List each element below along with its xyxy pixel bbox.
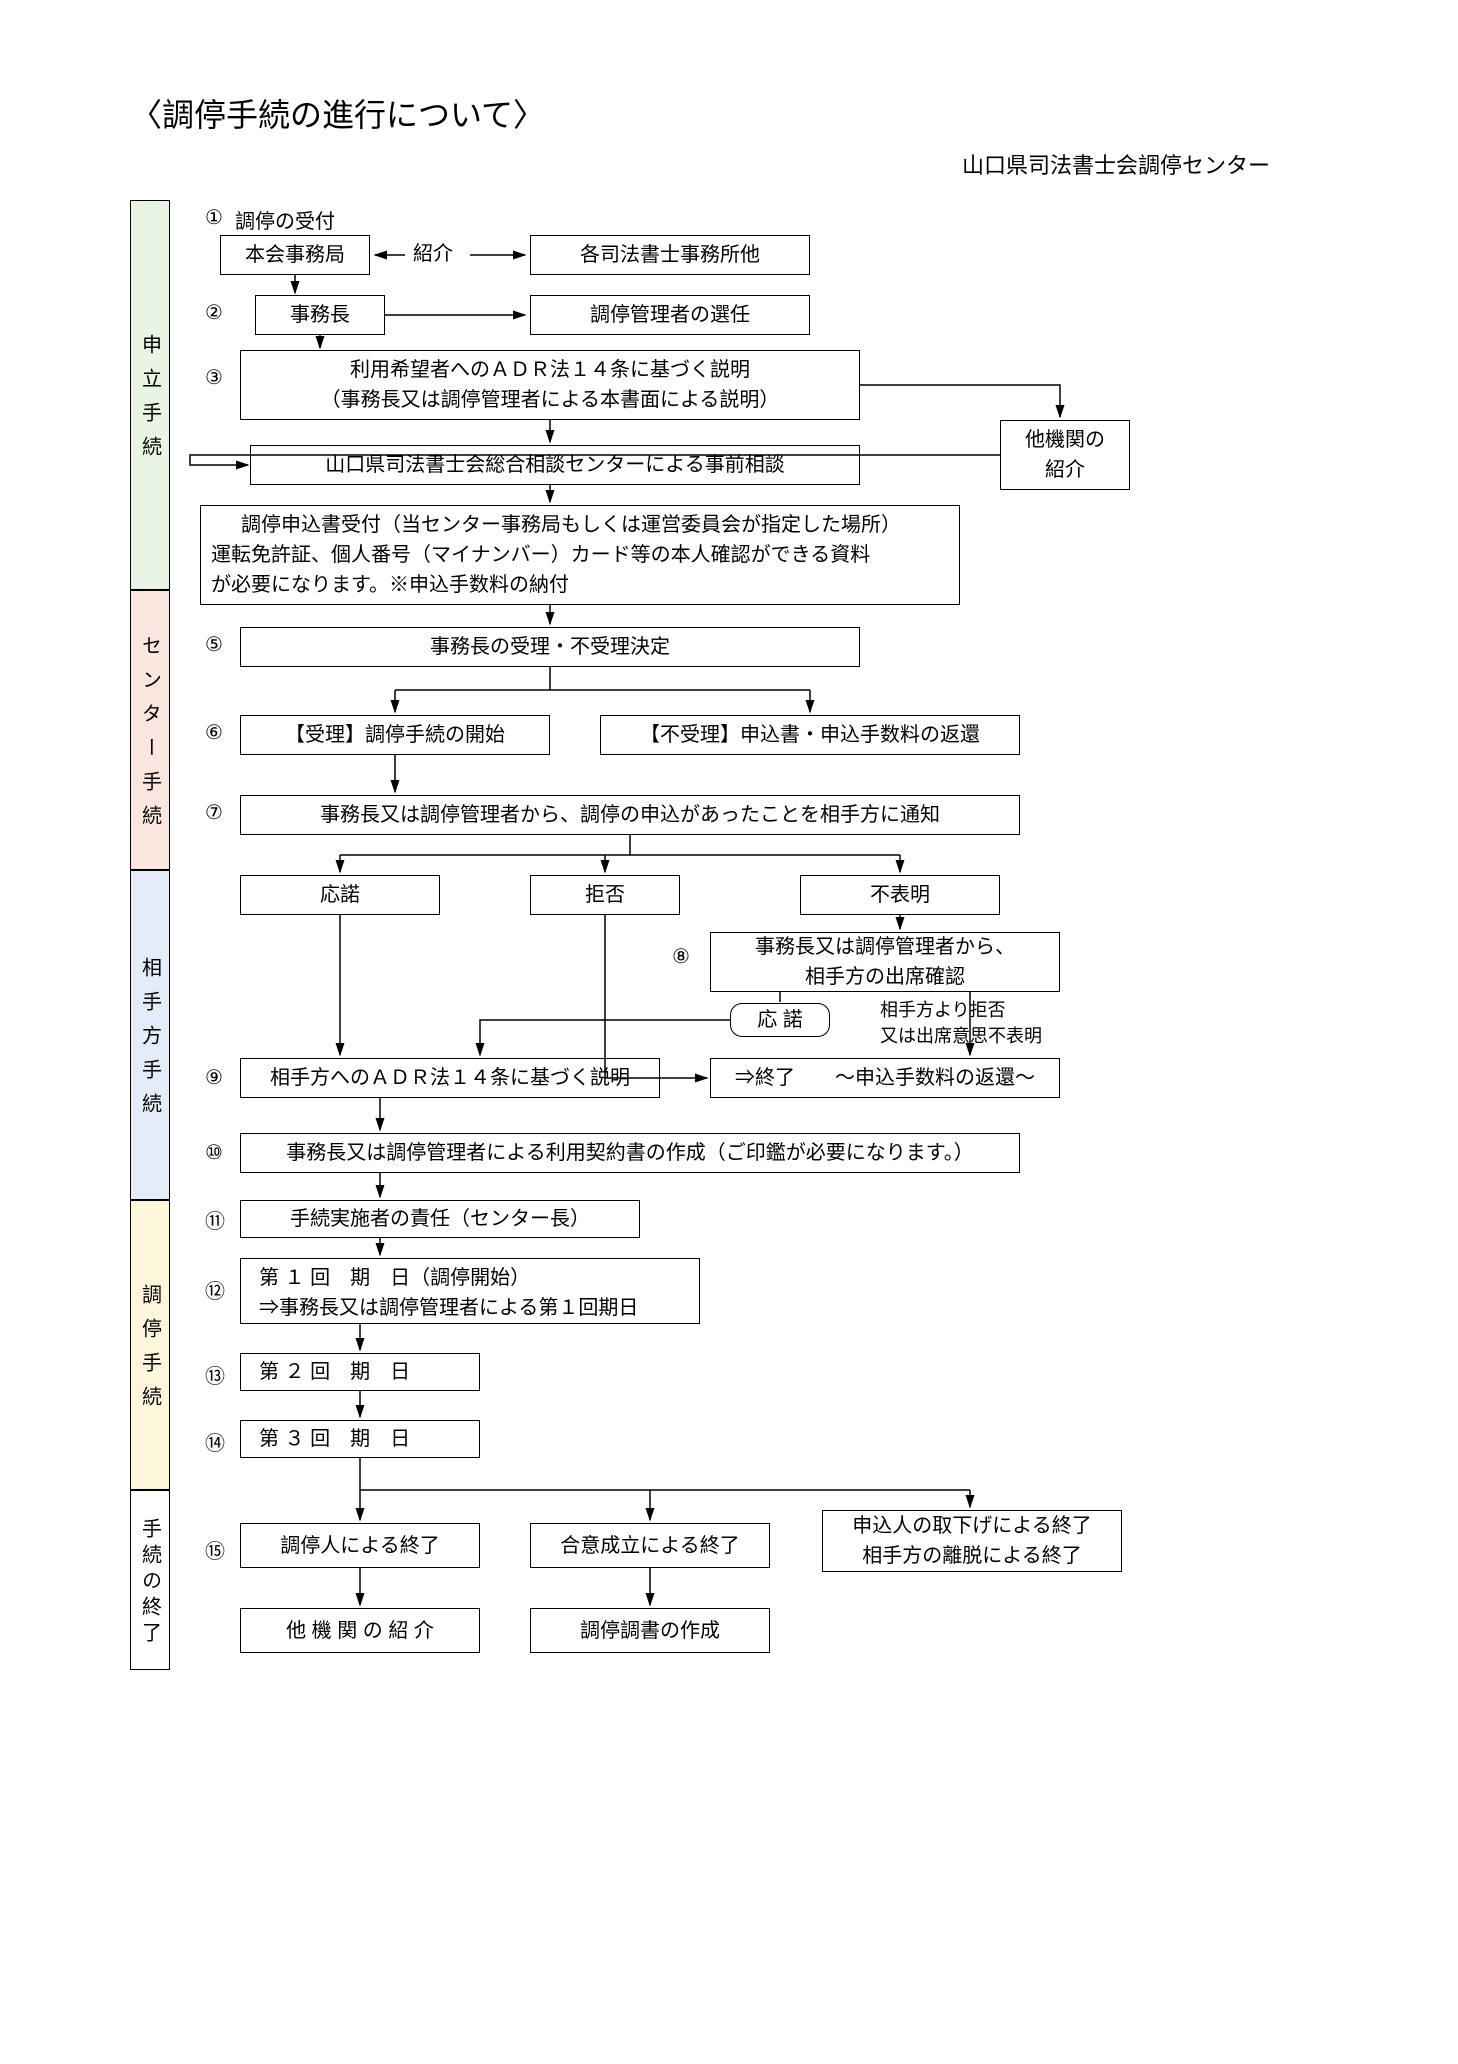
box-fuhyoumei: 不表明 xyxy=(800,875,1000,915)
box-jimucho: 事務長 xyxy=(255,295,385,335)
sidebar-section-5: 手続の終了 xyxy=(130,1490,170,1670)
sidebar-section-2: センター手続 xyxy=(130,590,170,870)
sidebar-section-4: 調停手続 xyxy=(130,1200,170,1490)
box-kyohi: 拒否 xyxy=(530,875,680,915)
box-adr14-aite: 相手方へのＡＤＲ法１４条に基づく説明 xyxy=(240,1058,660,1098)
box-takikan2: 他 機 関 の 紹 介 xyxy=(240,1608,480,1653)
step-number-9: ⑨ xyxy=(205,1065,223,1090)
box-soudancenter: 山口県司法書士会総合相談センターによる事前相談 xyxy=(250,445,860,485)
box-moushikomi: 調停申込書受付（当センター事務局もしくは運営委員会が指定した場所） 運転免許証、… xyxy=(200,505,960,605)
box-kai1-line1: 第 １ 回 期 日（調停開始） xyxy=(259,1263,530,1293)
box-kai3: 第 ３ 回 期 日 xyxy=(240,1420,480,1458)
box-torisage: 申込人の取下げによる終了 相手方の離脱による終了 xyxy=(822,1510,1122,1572)
page-title: 〈調停手続の進行について〉 xyxy=(130,90,1330,136)
step-number-1: ① xyxy=(205,205,223,230)
step-number-15: ⑮ xyxy=(205,1535,225,1564)
box-sekinin: 手続実施者の責任（センター長） xyxy=(240,1200,640,1238)
box-kai2: 第 ２ 回 期 日 xyxy=(240,1353,480,1391)
step-number-5: ⑤ xyxy=(205,632,223,657)
box-response-oudaku: 応 諾 xyxy=(730,1003,830,1037)
box-shusseki-line1: 事務長又は調停管理者から、 xyxy=(755,932,1015,962)
box-jurikettei: 事務長の受理・不受理決定 xyxy=(240,627,860,667)
step-number-11: ⑪ xyxy=(205,1205,225,1234)
step-number-13: ⑬ xyxy=(205,1360,225,1389)
box-kaku: 各司法書士事務所他 xyxy=(530,235,810,275)
box-juri: 【受理】調停手続の開始 xyxy=(240,715,550,755)
step-number-3: ③ xyxy=(205,365,223,390)
box-chousho: 調停調書の作成 xyxy=(530,1608,770,1653)
label-reception: 調停の受付 xyxy=(235,205,335,234)
page-subtitle: 山口県司法書士会調停センター xyxy=(130,148,1330,180)
box-torisage-line1: 申込人の取下げによる終了 xyxy=(852,1511,1091,1541)
box-fujuri: 【不受理】申込書・申込手数料の返還 xyxy=(600,715,1020,755)
step-number-7: ⑦ xyxy=(205,800,223,825)
label-shoukai: 紹介 xyxy=(413,237,453,266)
label-aite-kyohi: 相手方より拒否 又は出席意思不表明 xyxy=(880,996,1042,1048)
box-oudaku: 応諾 xyxy=(240,875,440,915)
box-goui: 合意成立による終了 xyxy=(530,1523,770,1568)
box-choutei-shuuryou: 調停人による終了 xyxy=(240,1523,480,1568)
sidebar-section-3: 相手方手続 xyxy=(130,870,170,1200)
step-number-12: ⑫ xyxy=(205,1275,225,1304)
box-moushikomi-line2: 運転免許証、個人番号（マイナンバー）カード等の本人確認ができる資料 xyxy=(211,540,870,570)
step-number-14: ⑭ xyxy=(205,1427,225,1456)
box-adr14-line1: 利用希望者へのＡＤＲ法１４条に基づく説明 xyxy=(350,355,750,385)
box-honkai: 本会事務局 xyxy=(220,235,370,275)
box-shusseki-line2: 相手方の出席確認 xyxy=(805,962,965,992)
box-moushikomi-line3: が必要になります。※申込手数料の納付 xyxy=(211,570,569,600)
box-keiyakusho: 事務長又は調停管理者による利用契約書の作成（ご印鑑が必要になります。） xyxy=(240,1133,1020,1173)
box-takikan: 他機関の 紹介 xyxy=(1000,420,1130,490)
box-tsuuchi: 事務長又は調停管理者から、調停の申込があったことを相手方に通知 xyxy=(240,795,1020,835)
page: 〈調停手続の進行について〉 山口県司法書士会調停センター xyxy=(130,90,1330,198)
sidebar-section-1: 申立手続 xyxy=(130,200,170,590)
box-shuuryou: ⇒終了 〜申込手数料の返還〜 xyxy=(710,1058,1060,1098)
step-number-2: ② xyxy=(205,300,223,325)
box-moushikomi-line1: 調停申込書受付（当センター事務局もしくは運営委員会が指定した場所） xyxy=(241,510,901,540)
box-shusseki: 事務長又は調停管理者から、 相手方の出席確認 xyxy=(710,932,1060,992)
box-adr14: 利用希望者へのＡＤＲ法１４条に基づく説明 （事務長又は調停管理者による本書面によ… xyxy=(240,350,860,420)
box-torisage-line2: 相手方の離脱による終了 xyxy=(862,1541,1081,1571)
step-number-10: ⑩ xyxy=(205,1140,223,1165)
step-number-8: ⑧ xyxy=(672,944,690,969)
box-kanrisha: 調停管理者の選任 xyxy=(530,295,810,335)
box-adr14-line2: （事務長又は調停管理者による本書面による説明） xyxy=(321,385,780,415)
step-number-6: ⑥ xyxy=(205,720,223,745)
box-kai1-line2: ⇒事務長又は調停管理者による第１回期日 xyxy=(259,1293,638,1323)
box-kai1: 第 １ 回 期 日（調停開始） ⇒事務長又は調停管理者による第１回期日 xyxy=(240,1258,700,1324)
